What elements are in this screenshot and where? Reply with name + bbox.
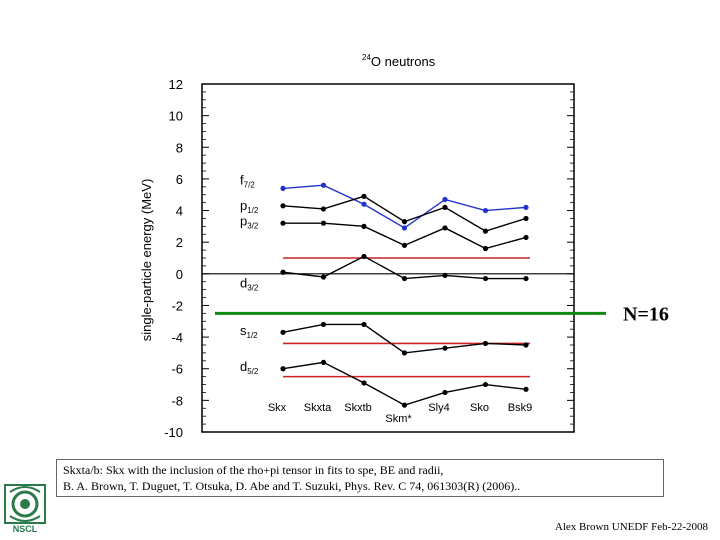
data-point — [320, 359, 327, 365]
footer-credit: Alex Brown UNEDF Feb-22-2008 — [554, 521, 708, 533]
data-point — [280, 185, 286, 191]
data-point — [401, 402, 408, 408]
y-tick-label: -4 — [171, 330, 183, 345]
category-label: Skxtb — [344, 402, 372, 414]
y-axis-label: single-particle energy (MeV) — [139, 179, 154, 342]
chart-title: 24O neutrons — [362, 53, 436, 69]
nscl-logo-icon — [4, 484, 46, 524]
orbital-label: p1/2 — [240, 198, 259, 215]
category-labels: Skx Skxta Skxtb Skm* Sly4 Sko Bsk9 — [268, 402, 532, 425]
data-point — [280, 220, 286, 226]
data-point — [482, 275, 489, 282]
data-point — [401, 225, 408, 231]
y-tick-label: -10 — [164, 425, 183, 440]
data-point — [361, 201, 367, 207]
data-point — [361, 253, 367, 260]
y-tick-label: 8 — [176, 140, 183, 155]
data-point — [442, 389, 448, 396]
reference-lines: N=16 — [202, 257, 669, 378]
data-point — [523, 275, 529, 282]
logo-text: NSCL — [12, 524, 38, 534]
data-point — [482, 245, 489, 252]
data-point — [523, 342, 529, 348]
data-point — [482, 228, 489, 234]
data-point — [442, 204, 448, 210]
data-point — [401, 275, 408, 282]
data-point — [401, 219, 408, 225]
data-point — [361, 380, 367, 386]
y-tick-label: -6 — [171, 362, 183, 377]
category-label: Skxta — [304, 402, 332, 414]
n16-label: N=16 — [623, 303, 669, 325]
y-tick-label: 0 — [176, 267, 183, 282]
orbital-label: d5/2 — [240, 359, 259, 376]
series-line — [282, 361, 527, 406]
orbital-label: s1/2 — [240, 323, 258, 340]
data-point — [442, 345, 448, 351]
data-point — [482, 381, 489, 388]
data-point — [280, 269, 286, 275]
nscl-logo: NSCL — [4, 484, 46, 538]
category-label: Sly4 — [428, 402, 449, 414]
y-tick-label: 12 — [169, 77, 183, 92]
y-tick-label: -2 — [171, 298, 183, 313]
orbital-labels: f7/2 p1/2p3/2 d3/2 s1/2 d5/2 — [240, 172, 259, 376]
data-point — [320, 206, 327, 212]
orbital-label: p3/2 — [240, 214, 259, 231]
data-point — [442, 272, 448, 278]
citation-line-2: B. A. Brown, T. Duguet, T. Otsuka, D. Ab… — [63, 479, 521, 493]
data-point — [320, 274, 327, 280]
category-label: Bsk9 — [508, 402, 532, 414]
category-label: Skx — [268, 402, 287, 414]
category-label: Skm* — [385, 413, 412, 425]
data-point — [361, 193, 367, 199]
data-point — [482, 340, 489, 347]
data-point — [523, 386, 529, 392]
data-point — [280, 329, 286, 335]
orbital-label: f7/2 — [240, 172, 255, 189]
data-point — [361, 223, 367, 229]
citation-box: Skxta/b: Skx with the inclusion of the r… — [56, 459, 664, 497]
data-point — [320, 220, 327, 226]
data-point — [361, 321, 367, 328]
data-point — [442, 225, 448, 231]
y-tick-label: -8 — [171, 393, 183, 408]
y-tick-label: 2 — [176, 235, 183, 250]
category-label: Sko — [470, 402, 489, 414]
data-point — [401, 350, 408, 356]
data-point — [280, 203, 286, 209]
data-point — [523, 204, 529, 210]
y-tick-label: 6 — [176, 172, 183, 187]
chart-title-superscript: 24 — [362, 53, 371, 62]
data-point — [482, 207, 489, 214]
data-point — [442, 196, 448, 203]
data-point — [280, 366, 286, 372]
chart-title-text: O neutrons — [371, 54, 436, 69]
data-point — [523, 215, 529, 222]
data-point — [401, 242, 408, 248]
series-line — [282, 255, 526, 280]
y-tick-label: 4 — [176, 204, 183, 219]
y-tick-label: 10 — [169, 109, 183, 124]
data-point — [523, 234, 529, 241]
data-point — [320, 321, 327, 328]
orbital-label: d3/2 — [240, 275, 259, 292]
series-line — [282, 323, 527, 354]
data-point — [320, 182, 327, 188]
series-group — [280, 182, 529, 408]
citation-line-1: Skxta/b: Skx with the inclusion of the r… — [63, 463, 444, 477]
